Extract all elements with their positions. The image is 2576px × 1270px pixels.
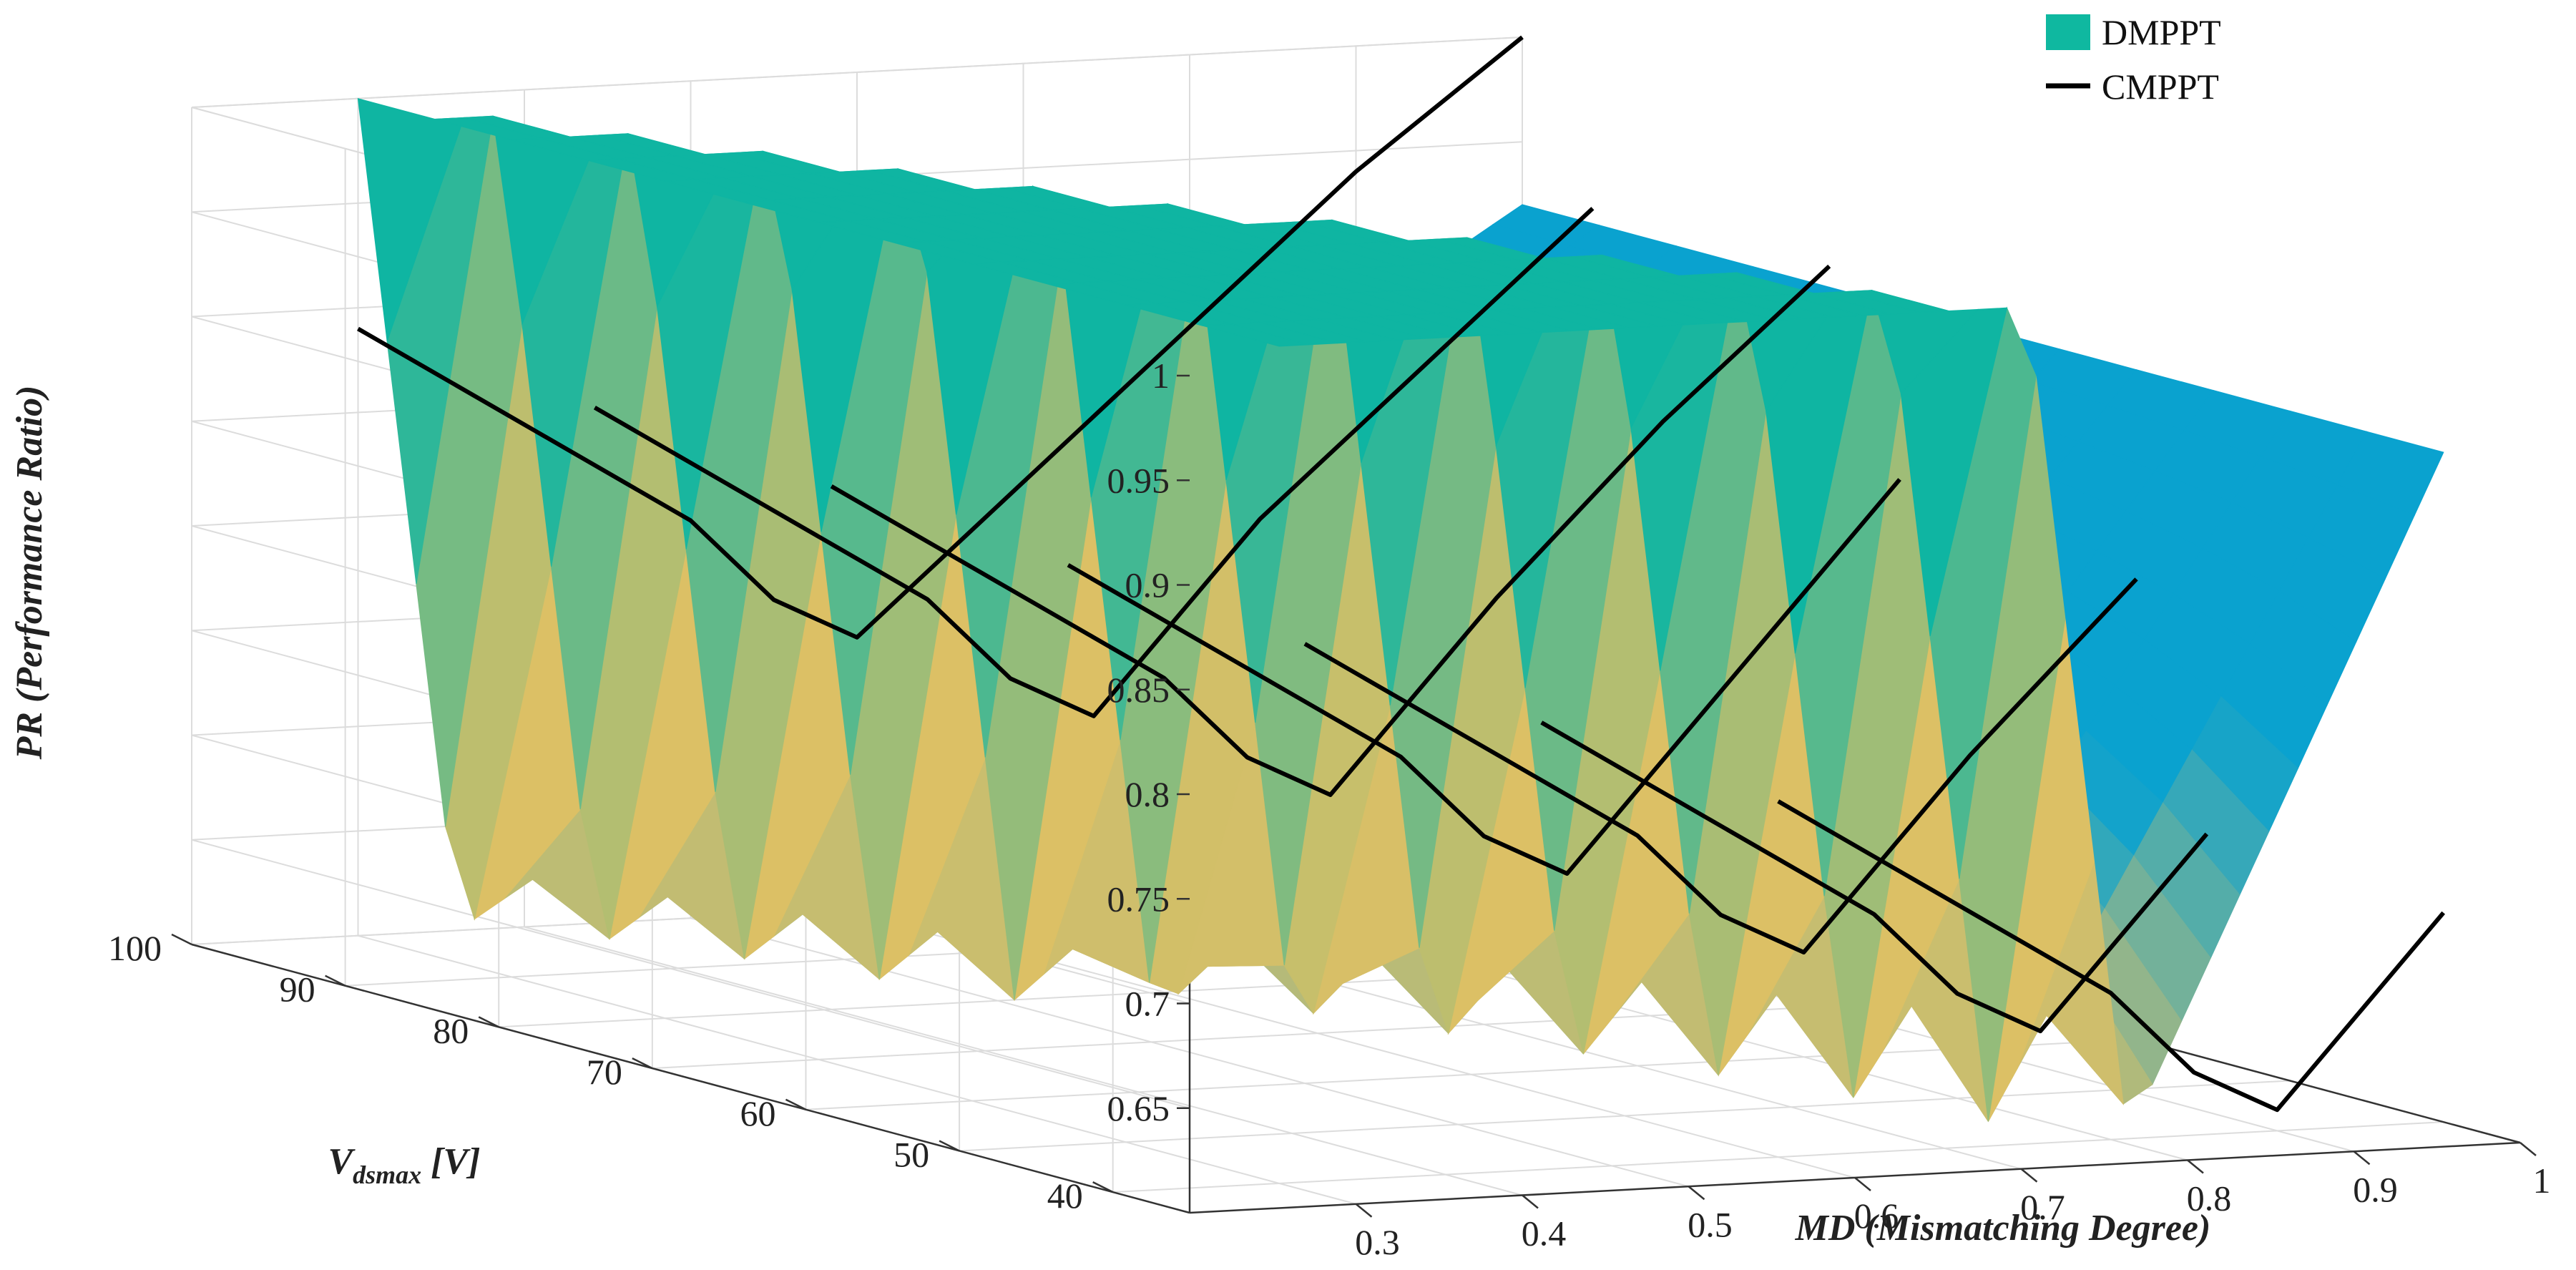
x-axis-ticks: 0.3 0.4 0.5 0.6 0.7 0.8 0.9 1 — [1355, 1142, 2551, 1262]
x-tick-mark — [2187, 1159, 2204, 1174]
z-tick-label: 0.7 — [1125, 984, 1170, 1024]
y-tick-mark — [632, 1057, 653, 1070]
x-tick-mark — [1688, 1186, 1705, 1201]
x-tick-label: 0.8 — [2187, 1178, 2232, 1218]
x-tick-label: 0.3 — [1355, 1222, 1400, 1262]
grid-line — [524, 926, 1523, 1196]
y-tick-mark — [478, 1016, 499, 1028]
y-axis-label-main: V — [328, 1141, 356, 1182]
y-axis-ticks: 40 50 60 70 80 90 100 — [108, 928, 1114, 1216]
z-tick-label: 0.85 — [1107, 670, 1170, 710]
y-tick-mark — [939, 1140, 960, 1152]
z-tick-label: 0.75 — [1107, 879, 1170, 919]
x-tick-label: 0.6 — [1854, 1196, 1899, 1236]
y-axis-label: Vdsmax [V] — [328, 1141, 480, 1189]
z-axis-label: PR (Performance Ratio) — [9, 386, 50, 761]
x-tick-label: 0.9 — [2353, 1169, 2398, 1209]
y-tick-mark — [171, 933, 192, 946]
z-tick-label: 0.95 — [1107, 460, 1170, 500]
x-axis-label: MD (Mismatching Degree) — [1795, 1208, 2211, 1249]
x-tick-mark — [1522, 1194, 1539, 1209]
y-axis-label-unit: [V] — [421, 1141, 480, 1182]
x-tick-mark — [2519, 1142, 2537, 1156]
cmppt-line — [357, 35, 1524, 640]
z-tick-label: 0.65 — [1107, 1088, 1170, 1128]
y-tick-mark — [325, 975, 346, 987]
y-tick-label: 60 — [740, 1093, 775, 1133]
x-tick-label: 0.5 — [1688, 1204, 1733, 1244]
x-tick-label: 0.4 — [1522, 1213, 1567, 1254]
y-tick-mark — [785, 1098, 807, 1110]
surface-patch — [1202, 323, 1309, 347]
cmppt-line — [1777, 799, 2445, 1113]
y-tick-label: 50 — [893, 1134, 929, 1174]
cmppt-line — [1067, 478, 1901, 876]
cmppt-lines — [357, 35, 2445, 1113]
x-tick-mark — [1854, 1177, 1871, 1191]
z-axis-ticks: 0.65 0.7 0.75 0.8 0.85 0.9 0.95 1 — [1107, 356, 1190, 1128]
legend-label-dmppt: DMPPT — [2102, 12, 2221, 52]
cmppt-line — [830, 264, 1831, 797]
cmppt-line — [1303, 577, 2138, 954]
x-tick-mark — [2353, 1151, 2371, 1166]
y-tick-label: 40 — [1047, 1176, 1083, 1216]
x-tick-mark — [1355, 1203, 1373, 1218]
x-tick-mark — [2020, 1168, 2038, 1183]
x-tick-label: 0.7 — [2020, 1187, 2065, 1227]
z-tick-label: 0.8 — [1125, 774, 1170, 814]
x-tick-label: 1 — [2533, 1161, 2551, 1201]
legend-swatch-dmppt — [2046, 14, 2090, 50]
z-tick-label: 1 — [1152, 356, 1170, 396]
cmppt-line — [593, 207, 1595, 718]
y-tick-mark — [1092, 1181, 1114, 1193]
legend-label-cmppt: CMPPT — [2102, 67, 2219, 107]
grid-line — [358, 934, 1356, 1205]
z-tick-label: 0.9 — [1125, 565, 1170, 605]
y-tick-label: 100 — [108, 928, 162, 968]
y-axis-label-sub: dsmax — [353, 1161, 421, 1189]
axis-line — [191, 943, 1190, 1214]
y-tick-label: 80 — [433, 1010, 469, 1050]
y-tick-label: 70 — [587, 1052, 622, 1092]
cmppt-line — [1540, 721, 2209, 1034]
legend: DMPPT CMPPT — [2046, 12, 2221, 107]
y-tick-label: 90 — [280, 969, 315, 1010]
